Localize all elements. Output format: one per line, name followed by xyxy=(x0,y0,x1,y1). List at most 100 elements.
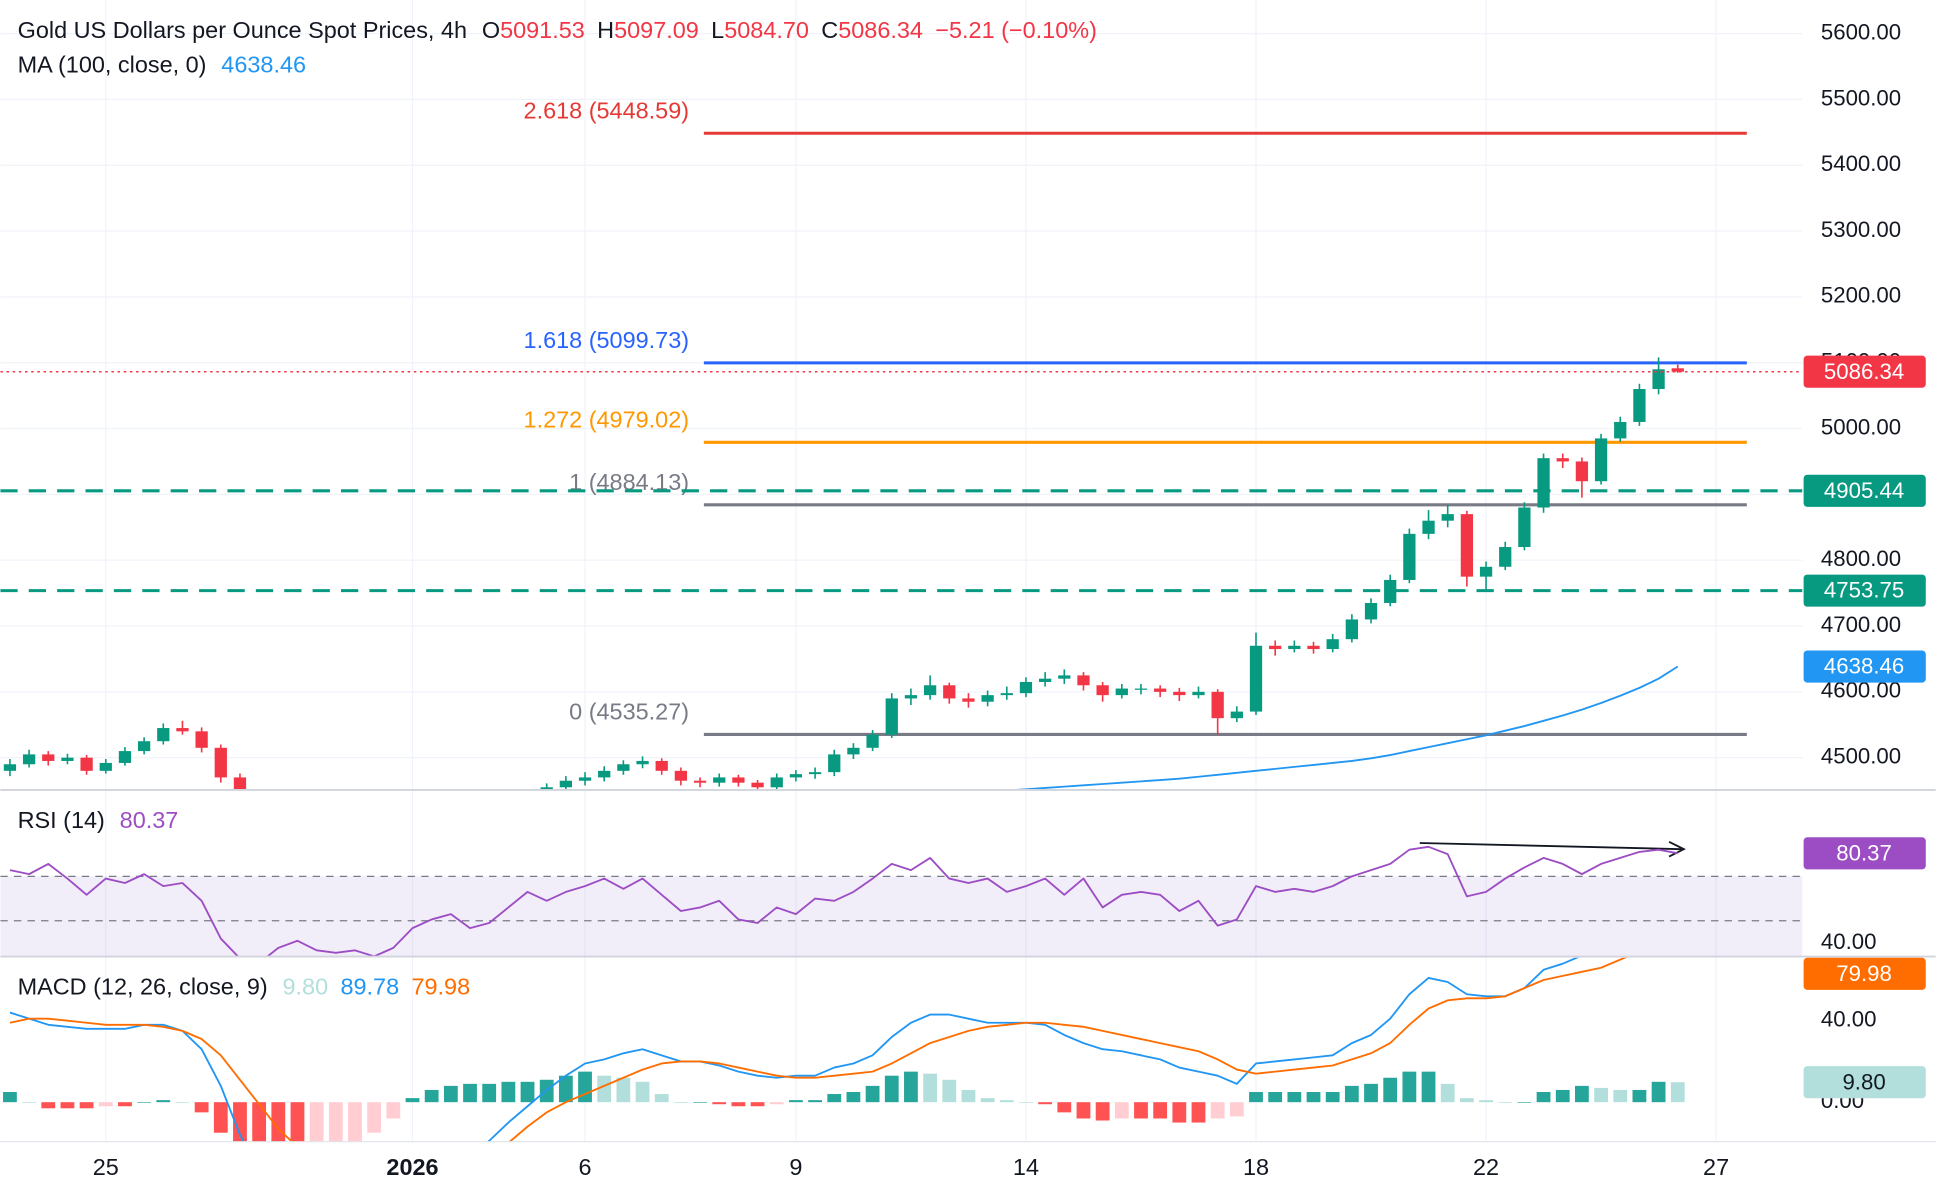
ohlc-value: 5084.70 xyxy=(724,17,809,43)
macd-pane xyxy=(3,957,1685,1142)
candle-body xyxy=(885,698,898,735)
candle-body xyxy=(1173,691,1186,696)
histogram-bar xyxy=(1555,1089,1570,1103)
candle-body xyxy=(1652,369,1665,390)
chart-title: Gold US Dollars per Ounce Spot Prices, 4… xyxy=(18,17,467,43)
histogram-value: 9.80 xyxy=(283,974,329,1000)
axes: 4500.004600.004700.004800.004900.005000.… xyxy=(93,19,1926,1180)
histogram-bar xyxy=(213,1102,228,1133)
histogram-bar xyxy=(367,1102,382,1133)
candle-body xyxy=(1134,688,1148,690)
y-tick-label: 5500.00 xyxy=(1821,85,1901,110)
candle-body xyxy=(866,734,879,748)
candle-body xyxy=(1499,547,1512,567)
histogram-bar xyxy=(501,1081,516,1103)
change: −5.21 (−0.10%) xyxy=(935,17,1097,43)
histogram-tag: 9.80 xyxy=(1842,1069,1885,1094)
histogram-bar xyxy=(769,1102,784,1105)
candle-body xyxy=(1115,688,1128,696)
histogram-bar xyxy=(194,1102,209,1113)
histogram-bar xyxy=(846,1091,861,1103)
rsi-value: 80.37 xyxy=(120,807,179,833)
divergence-line xyxy=(1419,842,1682,851)
ma-tag-bg xyxy=(1803,650,1926,683)
histogram-bar xyxy=(424,1089,439,1103)
candle-body xyxy=(713,777,726,783)
histogram-bar xyxy=(865,1085,880,1103)
candle-body xyxy=(80,757,93,771)
y-tick-label: 4700.00 xyxy=(1821,612,1901,637)
histogram-bar xyxy=(750,1102,765,1107)
candle-body xyxy=(176,728,189,732)
histogram-tag-bg xyxy=(1803,1066,1926,1099)
candle-body xyxy=(655,760,668,771)
horizontal-line-tag: 4905.44 xyxy=(1824,478,1904,503)
histogram-bar xyxy=(98,1102,113,1107)
candle-body xyxy=(137,741,151,752)
histogram-bar xyxy=(22,1102,36,1103)
histogram-bar xyxy=(1421,1071,1436,1103)
candle-body xyxy=(943,685,956,699)
histogram-bar xyxy=(1632,1089,1647,1103)
x-tick-label: 2026 xyxy=(386,1154,438,1180)
candle-body xyxy=(118,751,132,763)
y-tick-label: 40.00 xyxy=(1821,1007,1877,1032)
x-tick-label: 25 xyxy=(93,1154,119,1180)
histogram-bar xyxy=(1440,1083,1455,1103)
candle-body xyxy=(808,772,822,775)
histogram-bar xyxy=(1153,1102,1168,1119)
x-tick-label: 27 xyxy=(1703,1154,1729,1180)
histogram-bar xyxy=(999,1100,1014,1103)
candle-body xyxy=(61,757,74,761)
histogram-bar xyxy=(1459,1098,1474,1103)
candle-body xyxy=(1038,678,1052,682)
histogram-bar xyxy=(597,1075,612,1103)
y-tick-label: 5400.00 xyxy=(1821,151,1901,176)
histogram-bar xyxy=(923,1073,938,1103)
candle-body xyxy=(1575,461,1589,482)
candle-body xyxy=(962,698,975,702)
histogram-bar xyxy=(693,1102,707,1103)
histogram-bar xyxy=(1498,1102,1513,1103)
histogram-bar xyxy=(1517,1102,1532,1103)
histogram-bar xyxy=(79,1102,94,1109)
candle-body xyxy=(1154,688,1167,692)
ohlc-key: L xyxy=(711,17,724,43)
candle-body xyxy=(847,747,860,755)
histogram-bar xyxy=(252,1102,267,1142)
histogram-bar xyxy=(635,1081,650,1103)
candle-body xyxy=(195,731,208,748)
histogram-bar xyxy=(789,1100,803,1103)
histogram-bar xyxy=(904,1071,918,1103)
candle-body xyxy=(1058,675,1071,679)
candle-body xyxy=(598,770,611,778)
histogram-bar xyxy=(980,1098,995,1103)
rsi-line xyxy=(9,845,1678,957)
fib-label: 1.618 (5099.73) xyxy=(524,327,690,353)
candle-body xyxy=(1269,645,1282,650)
legend-text: MACD (12, 26, close, 9) 9.80 89.78 79.98 xyxy=(18,974,471,1000)
candle-body xyxy=(789,774,803,778)
histogram-bar xyxy=(405,1098,420,1103)
ohlc-key: C xyxy=(821,17,838,43)
histogram-bar xyxy=(1670,1082,1685,1103)
histogram-bar xyxy=(156,1100,171,1103)
histogram-bar xyxy=(1383,1077,1398,1103)
legend-text: MA (100, close, 0) 4638.46 xyxy=(18,52,306,78)
histogram-bar xyxy=(558,1075,573,1103)
histogram-bar xyxy=(1134,1102,1148,1119)
candle-body xyxy=(1019,681,1033,694)
x-tick-label: 9 xyxy=(789,1154,802,1180)
last-price-tag: 5086.34 xyxy=(1824,359,1904,384)
histogram-bar xyxy=(961,1089,976,1103)
candle-body xyxy=(1096,685,1109,696)
ohlc-value: 5091.53 xyxy=(500,17,585,43)
histogram-bar xyxy=(673,1102,688,1103)
histogram-bar xyxy=(60,1102,75,1109)
macd-line xyxy=(9,957,1579,1142)
candle-body xyxy=(578,777,592,781)
